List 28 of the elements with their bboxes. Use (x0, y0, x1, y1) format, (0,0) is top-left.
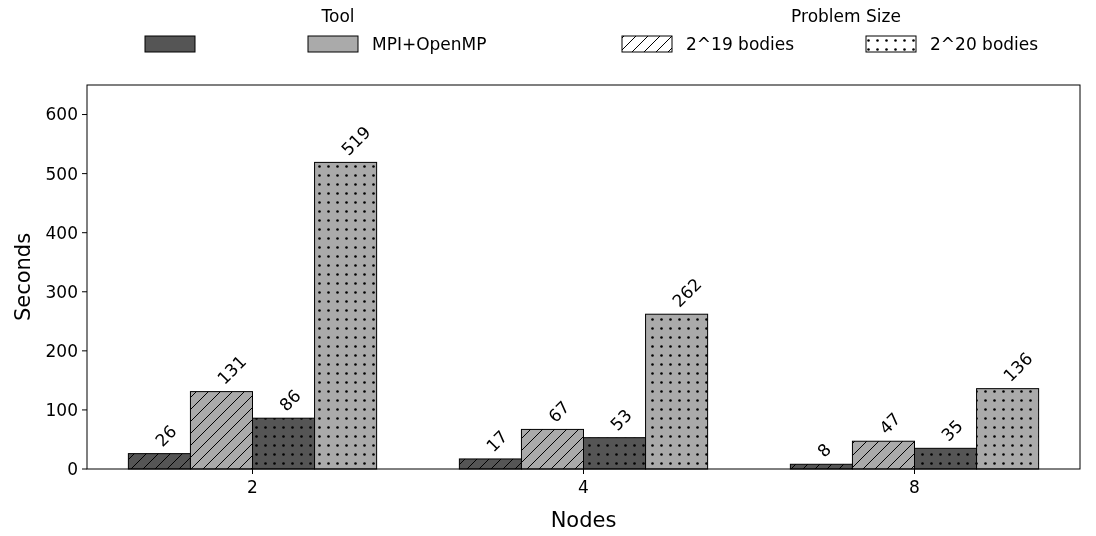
data-label: 17 (482, 426, 512, 456)
y-tick-label: 600 (45, 104, 78, 125)
legend-title: Tool (320, 6, 355, 26)
data-label: 86 (275, 385, 305, 416)
data-label: 35 (937, 415, 967, 446)
x-tick-label: 2 (247, 477, 258, 497)
x-axis-title: Nodes (550, 508, 617, 532)
data-label: 53 (606, 405, 636, 435)
y-axis-title: Seconds (11, 232, 35, 322)
text: 2^20 bodies (930, 34, 1039, 54)
legend-label: MPI+OpenMP (372, 34, 487, 54)
x-tick-label: 8 (909, 477, 920, 497)
y-tick-label: 200 (45, 340, 78, 361)
y-tick-label: 400 (45, 222, 78, 243)
y-tick-label: 100 (45, 399, 78, 420)
data-label: 26 (151, 421, 181, 451)
y-tick-label: 300 (45, 281, 78, 302)
data-label: 131 (213, 351, 251, 389)
data-label: 67 (544, 396, 574, 427)
x-tick-label: 4 (578, 477, 589, 497)
text: Problem Size (791, 6, 901, 26)
y-tick-label: 500 (45, 163, 78, 184)
data-label: 519 (337, 122, 375, 160)
data-label: 8 (813, 439, 835, 462)
data-label: 262 (668, 273, 706, 312)
y-tick-label: 0 (67, 458, 78, 479)
data-label: 47 (875, 408, 905, 439)
text: 2^19 bodies (686, 34, 795, 54)
